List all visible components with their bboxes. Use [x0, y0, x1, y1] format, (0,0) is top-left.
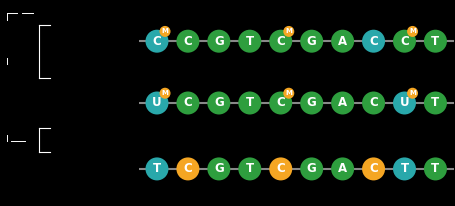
Ellipse shape [238, 30, 261, 53]
Ellipse shape [331, 30, 354, 53]
Ellipse shape [177, 30, 199, 53]
Ellipse shape [424, 91, 447, 115]
Ellipse shape [393, 157, 416, 180]
Ellipse shape [160, 26, 171, 37]
Text: G: G [307, 35, 317, 48]
Ellipse shape [362, 157, 385, 180]
Text: T: T [431, 35, 440, 48]
Ellipse shape [362, 30, 385, 53]
Ellipse shape [300, 30, 323, 53]
Ellipse shape [362, 91, 385, 115]
Ellipse shape [207, 30, 230, 53]
Text: T: T [431, 96, 440, 110]
Ellipse shape [177, 157, 199, 180]
Ellipse shape [146, 30, 168, 53]
Text: C: C [369, 35, 378, 48]
Ellipse shape [238, 91, 261, 115]
Ellipse shape [300, 91, 323, 115]
Text: C: C [276, 162, 285, 176]
Text: C: C [276, 35, 285, 48]
Text: C: C [400, 35, 409, 48]
Ellipse shape [238, 157, 261, 180]
Text: G: G [214, 96, 224, 110]
Text: C: C [369, 96, 378, 110]
Text: G: G [307, 162, 317, 176]
Text: G: G [214, 35, 224, 48]
Ellipse shape [407, 26, 418, 37]
Text: M: M [409, 90, 416, 96]
Ellipse shape [393, 91, 416, 115]
Text: U: U [152, 96, 162, 110]
Ellipse shape [269, 157, 292, 180]
Text: C: C [183, 96, 192, 110]
Text: C: C [276, 96, 285, 110]
Ellipse shape [146, 157, 168, 180]
Ellipse shape [331, 91, 354, 115]
Ellipse shape [207, 91, 230, 115]
Ellipse shape [269, 30, 292, 53]
Text: M: M [162, 90, 168, 96]
Text: A: A [338, 162, 347, 176]
Ellipse shape [269, 91, 292, 115]
Ellipse shape [177, 91, 199, 115]
Ellipse shape [300, 157, 323, 180]
Ellipse shape [207, 157, 230, 180]
Text: A: A [338, 35, 347, 48]
Ellipse shape [393, 30, 416, 53]
Text: G: G [214, 162, 224, 176]
Text: M: M [409, 28, 416, 34]
Ellipse shape [424, 30, 447, 53]
Text: T: T [246, 162, 254, 176]
Text: A: A [338, 96, 347, 110]
Text: T: T [431, 162, 440, 176]
Text: M: M [162, 28, 168, 34]
Text: M: M [285, 28, 292, 34]
Ellipse shape [283, 88, 294, 99]
Text: C: C [152, 35, 162, 48]
Ellipse shape [283, 26, 294, 37]
Ellipse shape [146, 91, 168, 115]
Text: T: T [153, 162, 161, 176]
Ellipse shape [424, 157, 447, 180]
Ellipse shape [331, 157, 354, 180]
Text: T: T [246, 96, 254, 110]
Text: C: C [183, 162, 192, 176]
Text: T: T [246, 35, 254, 48]
Text: C: C [183, 35, 192, 48]
Ellipse shape [407, 88, 418, 99]
Ellipse shape [160, 88, 171, 99]
Text: M: M [285, 90, 292, 96]
Text: C: C [369, 162, 378, 176]
Text: G: G [307, 96, 317, 110]
Text: T: T [400, 162, 409, 176]
Text: U: U [399, 96, 410, 110]
